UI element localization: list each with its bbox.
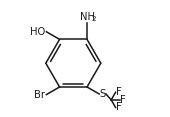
Text: Br: Br: [34, 90, 45, 100]
Text: F: F: [120, 95, 126, 105]
Text: HO: HO: [30, 27, 45, 37]
Text: F: F: [116, 102, 122, 112]
Text: S: S: [100, 89, 106, 99]
Text: F: F: [116, 87, 122, 97]
Text: NH: NH: [80, 12, 95, 22]
Text: 2: 2: [92, 16, 97, 22]
